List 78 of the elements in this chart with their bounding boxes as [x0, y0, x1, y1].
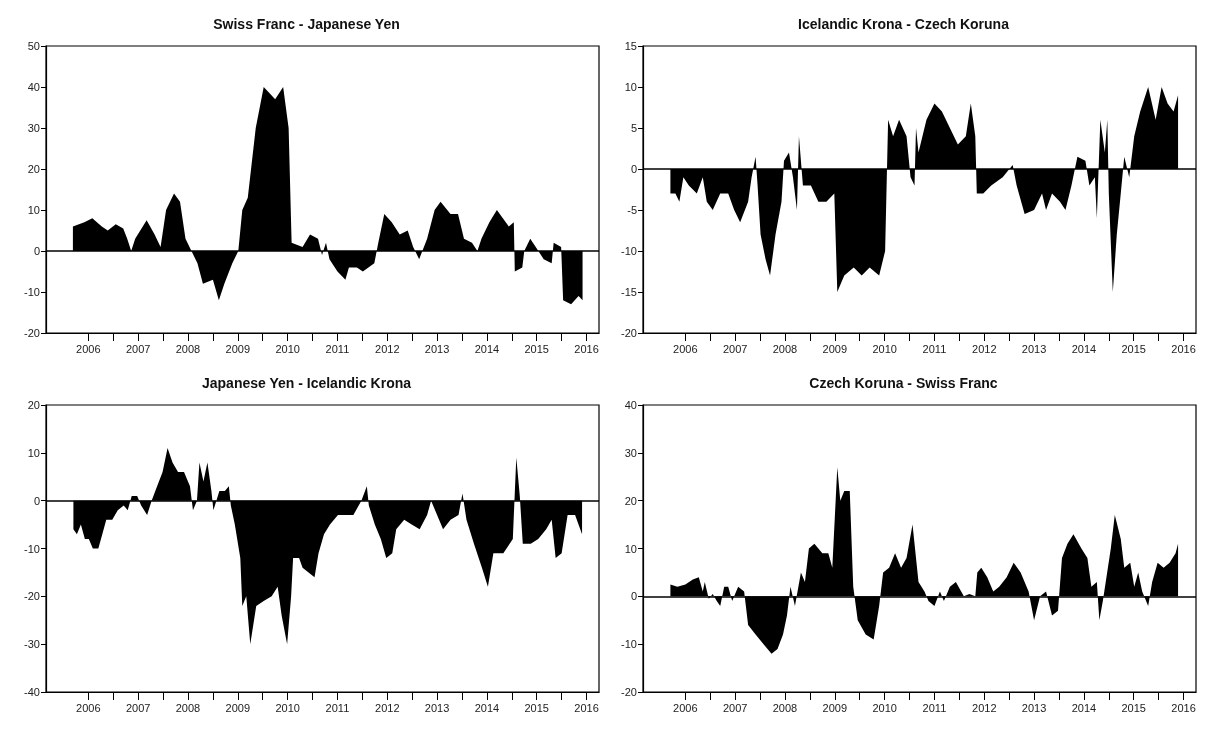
x-tick-label: 2010: [275, 342, 300, 355]
y-tick-label: 0: [33, 494, 40, 507]
y-tick-label: 40: [27, 81, 40, 93]
x-tick-label: 2012: [972, 701, 997, 714]
x-tick-label: 2006: [673, 701, 698, 714]
x-tick-label: 2013: [424, 342, 450, 355]
y-tick-label: 20: [27, 163, 40, 175]
x-tick-label: 2015: [524, 701, 549, 714]
y-tick-label: 0: [33, 245, 40, 257]
y-tick-label: 15: [624, 40, 637, 52]
x-tick-label: 2008: [175, 701, 201, 714]
x-tick-label: 2010: [872, 342, 897, 355]
y-tick-label: 30: [27, 122, 40, 134]
x-tick-label: 2006: [76, 342, 101, 355]
x-tick-label: 2009: [822, 701, 848, 714]
chart-title: Czech Koruna - Swiss Franc: [809, 375, 998, 391]
x-tick-label: 2011: [325, 701, 350, 714]
y-tick-label: -10: [621, 638, 637, 651]
y-tick-label: -20: [621, 686, 637, 698]
y-tick-label: -20: [24, 590, 40, 603]
x-tick-label: 2011: [922, 342, 947, 355]
y-tick-label: 10: [624, 542, 637, 555]
x-tick-label: 2013: [1021, 701, 1047, 714]
x-tick-label: 2009: [822, 342, 848, 355]
x-tick-label: 2007: [125, 701, 151, 714]
chart-title: Icelandic Krona - Czech Koruna: [798, 16, 1010, 32]
x-tick-label: 2011: [922, 701, 947, 714]
x-tick-label: 2014: [1071, 342, 1097, 355]
x-tick-label: 2014: [1071, 701, 1097, 714]
x-tick-label: 2012: [375, 701, 400, 714]
x-tick-label: 2013: [424, 701, 450, 714]
x-tick-label: 2007: [722, 342, 748, 355]
y-tick-label: 10: [27, 446, 40, 459]
x-tick-label: 2015: [524, 342, 549, 355]
x-tick-label: 2016: [574, 342, 599, 355]
x-tick-label: 2008: [175, 342, 201, 355]
y-tick-label: 20: [624, 494, 637, 507]
x-tick-label: 2006: [673, 342, 698, 355]
x-tick-label: 2014: [474, 342, 500, 355]
x-tick-label: 2013: [1021, 342, 1047, 355]
x-tick-label: 2012: [972, 342, 997, 355]
chart-title: Japanese Yen - Icelandic Krona: [201, 375, 412, 391]
y-tick-label: 0: [630, 163, 637, 175]
x-tick-label: 2007: [722, 701, 748, 714]
x-tick-label: 2016: [1171, 701, 1196, 714]
y-tick-label: -10: [621, 245, 637, 257]
y-tick-label: 50: [27, 40, 40, 52]
y-tick-label: 30: [624, 446, 637, 459]
y-tick-label: -10: [24, 286, 40, 298]
x-tick-label: 2015: [1121, 701, 1146, 714]
y-tick-label: -10: [24, 542, 40, 555]
y-tick-label: 20: [27, 399, 40, 411]
x-tick-label: 2007: [125, 342, 151, 355]
y-tick-label: 5: [630, 122, 637, 134]
x-tick-label: 2006: [76, 701, 101, 714]
y-tick-label: -20: [621, 327, 637, 339]
x-tick-label: 2009: [225, 342, 251, 355]
y-tick-label: -30: [24, 638, 40, 651]
x-tick-label: 2016: [1171, 342, 1196, 355]
x-tick-label: 2015: [1121, 342, 1146, 355]
x-tick-label: 2011: [325, 342, 350, 355]
y-tick-label: 0: [630, 590, 637, 603]
y-tick-label: -5: [627, 204, 637, 216]
x-tick-label: 2010: [275, 701, 300, 714]
y-tick-label: 40: [624, 399, 637, 411]
x-tick-label: 2012: [375, 342, 400, 355]
x-tick-label: 2009: [225, 701, 251, 714]
x-tick-label: 2014: [474, 701, 500, 714]
x-tick-label: 2008: [772, 701, 798, 714]
y-tick-label: -20: [24, 327, 40, 339]
y-tick-label: -40: [24, 686, 40, 698]
x-tick-label: 2016: [574, 701, 599, 714]
y-tick-label: 10: [27, 204, 40, 216]
x-tick-label: 2008: [772, 342, 798, 355]
y-tick-label: -15: [621, 286, 637, 298]
chart-title: Swiss Franc - Japanese Yen: [213, 16, 400, 32]
x-tick-label: 2010: [872, 701, 897, 714]
y-tick-label: 10: [624, 81, 637, 93]
